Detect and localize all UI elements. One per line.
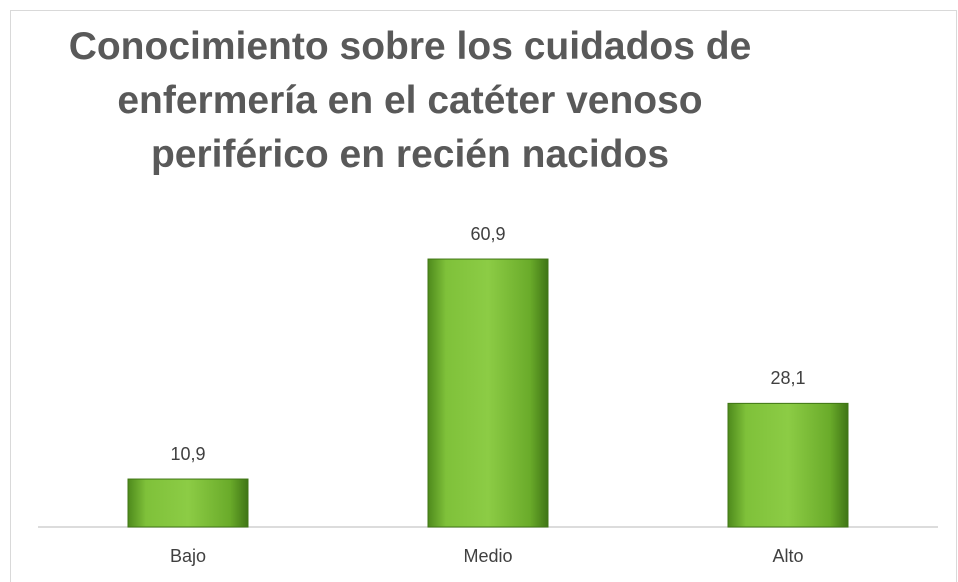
- value-label: 28,1: [770, 368, 805, 388]
- bar: [127, 478, 249, 528]
- bar: [427, 258, 549, 528]
- x-tick-label: Bajo: [170, 546, 206, 566]
- bar: [727, 402, 849, 528]
- chart-title: Conocimiento sobre los cuidados de enfer…: [68, 25, 752, 176]
- x-tick-label: Medio: [463, 546, 512, 566]
- value-label: 60,9: [470, 224, 505, 244]
- chart-frame: [10, 10, 957, 582]
- value-label: 10,9: [170, 444, 205, 464]
- x-tick-label: Alto: [772, 546, 803, 566]
